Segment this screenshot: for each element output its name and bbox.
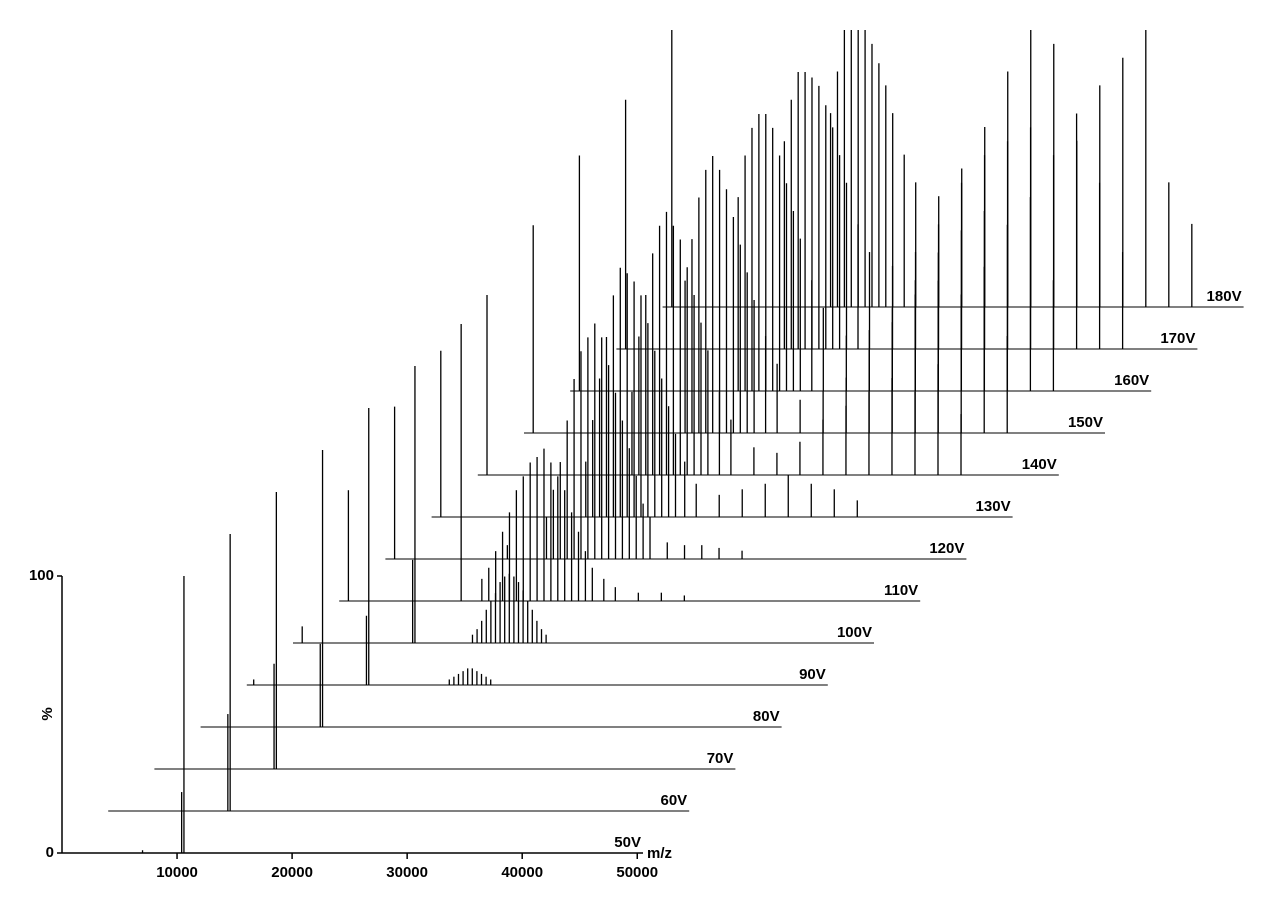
x-axis-label: m/z bbox=[647, 845, 672, 862]
x-tick-label: 20000 bbox=[271, 864, 313, 881]
trace-label: 140V bbox=[1022, 456, 1057, 473]
x-tick-label: 10000 bbox=[156, 864, 198, 881]
trace-label: 160V bbox=[1114, 372, 1149, 389]
trace-label: 70V bbox=[707, 750, 734, 767]
x-tick-label: 40000 bbox=[501, 864, 543, 881]
trace-label: 120V bbox=[929, 540, 964, 557]
trace-label: 180V bbox=[1207, 288, 1242, 305]
trace-label: 150V bbox=[1068, 414, 1103, 431]
x-tick-label: 30000 bbox=[386, 864, 428, 881]
trace-label: 90V bbox=[799, 666, 826, 683]
trace-label: 100V bbox=[837, 624, 872, 641]
trace-label: 50V bbox=[614, 834, 641, 851]
y-tick-label: 0 bbox=[46, 844, 54, 861]
trace-label: 130V bbox=[976, 498, 1011, 515]
trace-label: 80V bbox=[753, 708, 780, 725]
y-axis-label: % bbox=[39, 707, 56, 720]
trace-label: 170V bbox=[1160, 330, 1195, 347]
trace-label: 60V bbox=[660, 792, 687, 809]
trace-label: 110V bbox=[884, 582, 918, 599]
x-tick-label: 50000 bbox=[616, 864, 658, 881]
y-tick-label: 100 bbox=[29, 567, 54, 584]
